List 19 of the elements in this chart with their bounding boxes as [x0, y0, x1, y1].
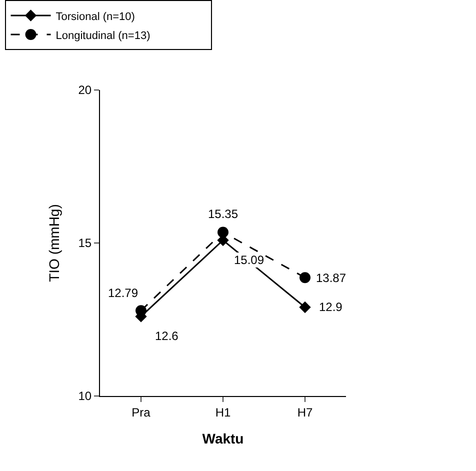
data-label: 12.9 [319, 300, 343, 314]
legend-label: Longitudinal (n=13) [56, 30, 150, 42]
legend-label: Torsional (n=10) [56, 10, 135, 23]
y-tick-label: 10 [78, 389, 92, 404]
y-axis-title: TIO (mmHg) [46, 204, 62, 282]
x-tick-label: H1 [215, 405, 231, 420]
point [300, 272, 310, 284]
data-label: 12.6 [155, 329, 179, 343]
point [299, 301, 311, 314]
y-tick-label: 15 [78, 236, 92, 250]
y-tick-label: 20 [78, 83, 92, 98]
data-label: 15.09 [234, 253, 264, 267]
x-tick-label: Pra [132, 405, 151, 420]
x-axis-title: Waktu [202, 430, 244, 447]
point [218, 226, 228, 238]
data-label: 12.79 [108, 286, 138, 300]
x-tick-label: H7 [297, 405, 313, 420]
data-label: 13.87 [316, 271, 346, 285]
data-label: 15.35 [208, 207, 238, 221]
